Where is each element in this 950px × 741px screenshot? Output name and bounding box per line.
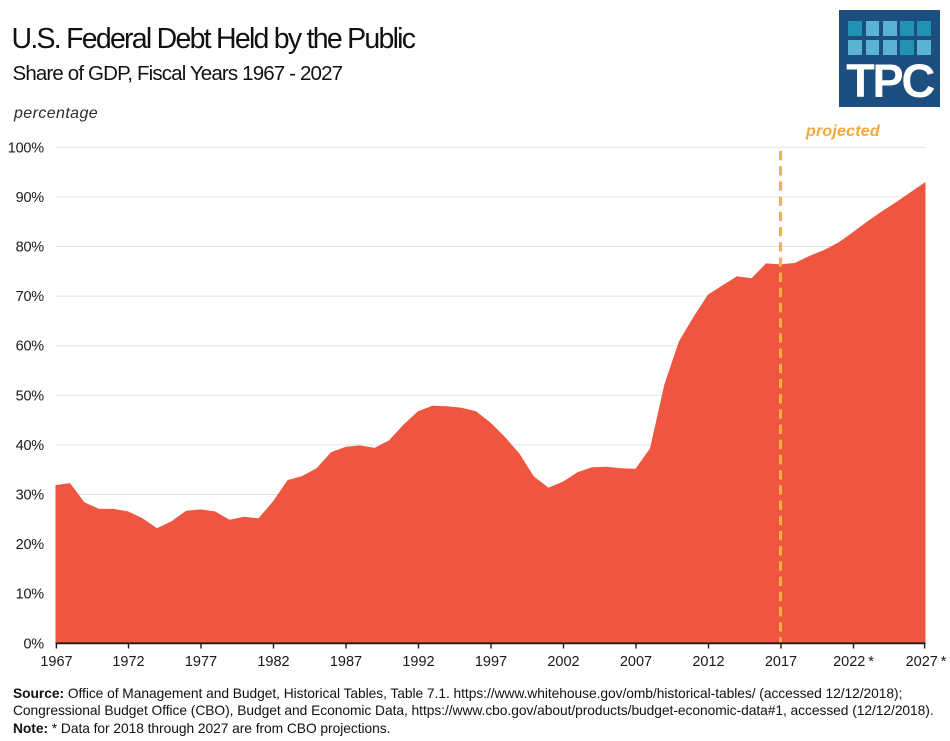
svg-text:2027 *: 2027 * <box>906 654 947 670</box>
svg-text:1967: 1967 <box>40 654 72 670</box>
svg-text:2002: 2002 <box>547 654 579 670</box>
svg-text:70%: 70% <box>16 289 45 305</box>
svg-text:1972: 1972 <box>112 654 144 670</box>
svg-text:2012: 2012 <box>692 654 724 670</box>
svg-text:2007: 2007 <box>620 654 652 670</box>
svg-text:50%: 50% <box>16 388 45 404</box>
svg-text:90%: 90% <box>16 190 45 206</box>
svg-text:1977: 1977 <box>185 654 217 670</box>
svg-text:1997: 1997 <box>475 654 507 670</box>
svg-text:2022 *: 2022 * <box>833 654 874 670</box>
svg-text:1987: 1987 <box>330 654 362 670</box>
svg-text:1992: 1992 <box>402 654 434 670</box>
svg-text:2017: 2017 <box>765 654 797 670</box>
svg-text:80%: 80% <box>16 240 45 256</box>
svg-text:40%: 40% <box>16 438 45 454</box>
svg-text:20%: 20% <box>16 537 45 553</box>
svg-text:0%: 0% <box>23 636 44 652</box>
svg-text:10%: 10% <box>16 587 45 603</box>
svg-text:60%: 60% <box>16 339 45 355</box>
svg-text:1982: 1982 <box>257 654 289 670</box>
svg-text:100%: 100% <box>8 140 45 156</box>
svg-text:30%: 30% <box>16 488 45 504</box>
